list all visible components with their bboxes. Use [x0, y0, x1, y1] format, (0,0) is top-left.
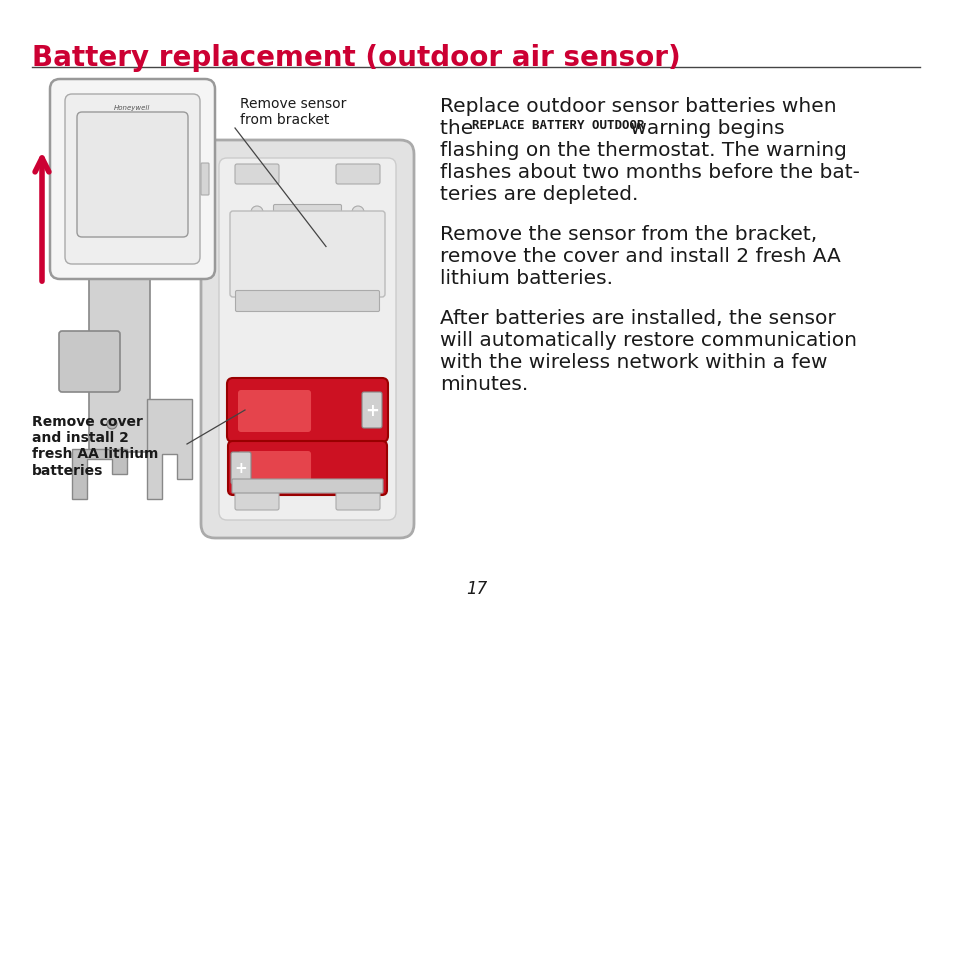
- FancyBboxPatch shape: [227, 378, 388, 442]
- Text: +: +: [234, 461, 247, 476]
- FancyBboxPatch shape: [201, 164, 209, 195]
- FancyBboxPatch shape: [232, 479, 382, 494]
- Text: +: +: [365, 401, 378, 419]
- Text: Remove cover
and install 2
fresh AA lithium
batteries: Remove cover and install 2 fresh AA lith…: [32, 415, 158, 477]
- Text: teries are depleted.: teries are depleted.: [439, 185, 638, 204]
- FancyBboxPatch shape: [201, 141, 414, 538]
- FancyBboxPatch shape: [237, 391, 311, 433]
- FancyBboxPatch shape: [228, 441, 387, 496]
- FancyBboxPatch shape: [89, 276, 150, 453]
- Text: flashes about two months before the bat-: flashes about two months before the bat-: [439, 163, 859, 182]
- FancyBboxPatch shape: [234, 165, 278, 185]
- Text: Replace outdoor sensor batteries when: Replace outdoor sensor batteries when: [439, 97, 836, 116]
- Text: will automatically restore communication: will automatically restore communication: [439, 331, 856, 350]
- Text: minutes.: minutes.: [439, 375, 528, 394]
- Text: flashing on the thermostat. The warning: flashing on the thermostat. The warning: [439, 141, 846, 160]
- FancyBboxPatch shape: [237, 452, 311, 488]
- FancyBboxPatch shape: [335, 489, 379, 511]
- Polygon shape: [147, 399, 192, 499]
- Text: Remove the sensor from the bracket,: Remove the sensor from the bracket,: [439, 225, 817, 244]
- FancyBboxPatch shape: [59, 332, 120, 393]
- Text: remove the cover and install 2 fresh AA: remove the cover and install 2 fresh AA: [439, 247, 840, 266]
- Text: After batteries are installed, the sensor: After batteries are installed, the senso…: [439, 309, 835, 328]
- FancyBboxPatch shape: [231, 453, 251, 484]
- Text: lithium batteries.: lithium batteries.: [439, 269, 613, 288]
- Circle shape: [251, 207, 263, 219]
- Text: Remove sensor
from bracket: Remove sensor from bracket: [240, 97, 346, 127]
- Text: Honeywell: Honeywell: [114, 105, 151, 111]
- Polygon shape: [71, 450, 127, 499]
- Text: with the wireless network within a few: with the wireless network within a few: [439, 353, 826, 372]
- FancyBboxPatch shape: [50, 80, 214, 280]
- FancyBboxPatch shape: [219, 159, 395, 520]
- Text: 17: 17: [466, 579, 487, 598]
- FancyBboxPatch shape: [274, 205, 341, 231]
- FancyBboxPatch shape: [335, 165, 379, 185]
- FancyBboxPatch shape: [234, 489, 278, 511]
- FancyBboxPatch shape: [230, 212, 385, 297]
- Text: warning begins: warning begins: [623, 119, 783, 138]
- Text: the: the: [439, 119, 479, 138]
- FancyBboxPatch shape: [77, 112, 188, 237]
- FancyBboxPatch shape: [65, 95, 200, 265]
- Text: Battery replacement (outdoor air sensor): Battery replacement (outdoor air sensor): [32, 44, 680, 71]
- FancyBboxPatch shape: [361, 393, 381, 429]
- Circle shape: [107, 419, 117, 430]
- Circle shape: [352, 207, 364, 219]
- Text: REPLACE BATTERY OUTDOOR: REPLACE BATTERY OUTDOOR: [472, 119, 644, 132]
- FancyBboxPatch shape: [235, 292, 379, 313]
